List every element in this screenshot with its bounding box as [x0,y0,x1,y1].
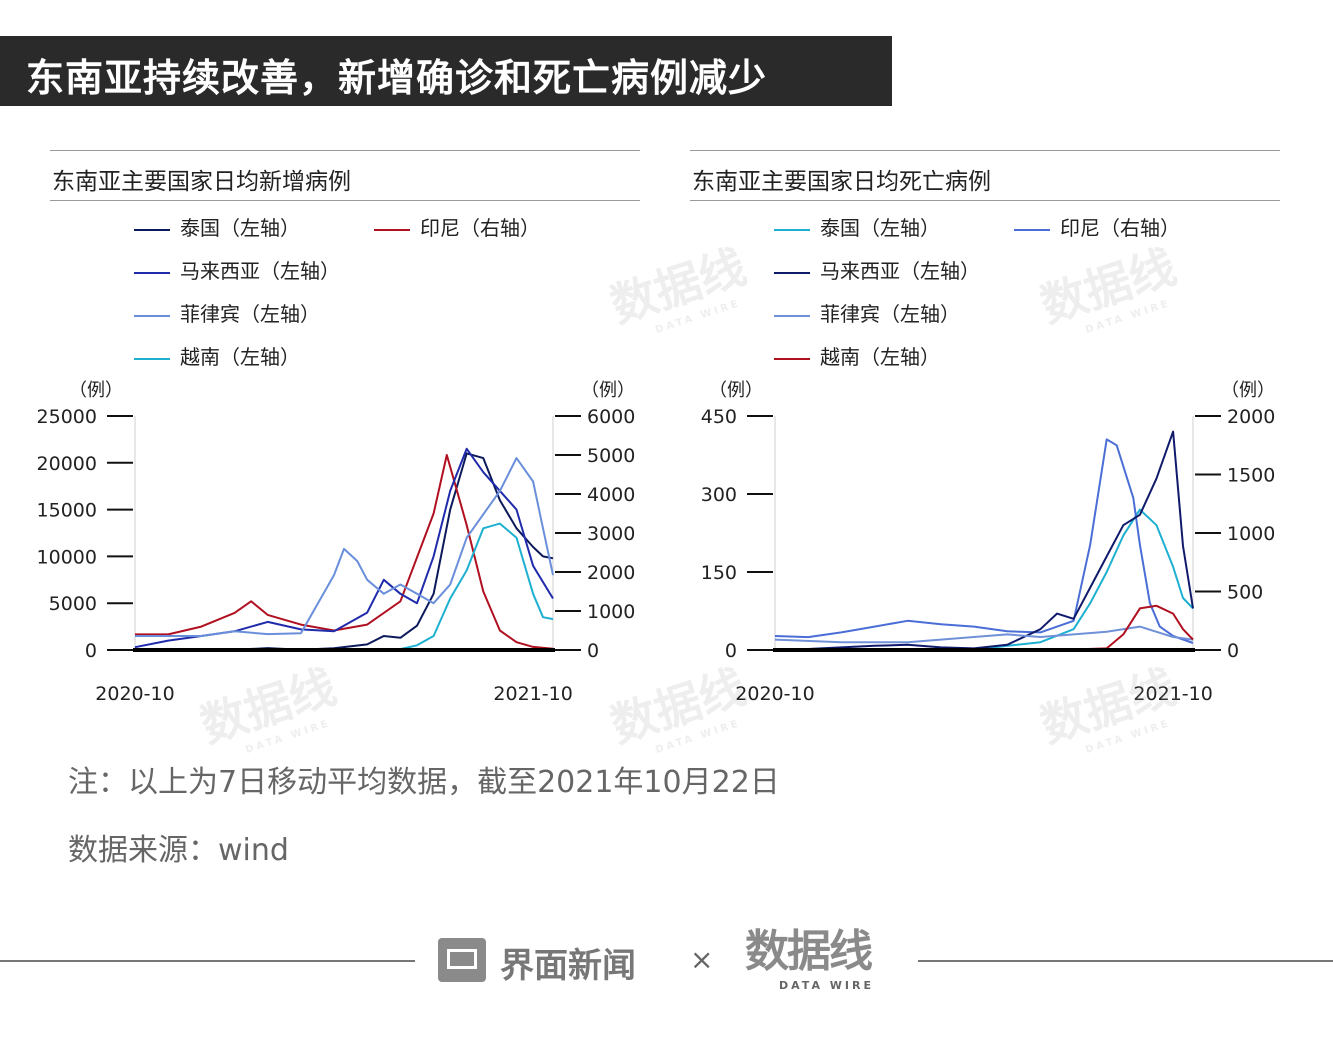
partner-subtitle: DATA WIRE [779,979,874,992]
panel-title-underline [690,200,1280,201]
footer-rule-right [918,960,1333,962]
series-line [134,522,554,651]
left-tick-label: 20000 [37,453,97,475]
chart-panel-deaths: 东南亚主要国家日均死亡病例 泰国（左轴） 印尼（右轴） 马来西亚（左轴） 菲律宾（左轴… [690,150,1282,710]
right-tick-label: 2000 [1227,406,1275,428]
chart-plot-new-cases: （例） （例） 0 5000 10000 15000 20000 25000 0 1000 2000… [37,380,636,705]
chart-plot-deaths: （例） （例） 0 150 300 450 0 500 1000 1500 2000 2020-10 2… [701,380,1276,705]
legend-entry: 泰国（左轴） [134,212,300,241]
chart-title: 东南亚主要国家日均死亡病例 [692,169,991,195]
left-tick-label: 10000 [37,546,97,568]
legend-label: 菲律宾（左轴） [820,302,960,326]
left-tick-label: 25000 [37,406,97,428]
legend-label: 印尼（右轴） [420,216,540,240]
partner-name: 数据线 [745,926,873,977]
title-bar: 东南亚持续改善，新增确诊和死亡病例减少 [0,36,892,106]
right-tick-label: 0 [587,640,599,662]
left-tick-label: 0 [725,640,737,662]
legend-label: 印尼（右轴） [1060,216,1180,240]
legend-entry: 菲律宾（左轴） [774,298,960,327]
legend-swatch [134,314,170,317]
legend-label: 泰国（左轴） [180,216,300,240]
legend-entry: 越南（左轴） [774,341,940,370]
right-tick-label: 0 [1227,640,1239,662]
legend-swatch [134,228,170,231]
legend-label: 越南（左轴） [820,345,940,369]
legend-swatch [774,357,810,360]
x-tick-label: 2020-10 [735,683,814,705]
series-line [774,430,1194,651]
right-tick-label: 1000 [587,601,635,623]
footnote: 注：以上为7日移动平均数据，截至2021年10月22日 [68,765,780,800]
series-line [135,454,554,650]
footer-rule-left [0,960,415,962]
right-axis-unit: （例） [581,380,635,401]
series-line [774,438,1194,644]
legend-entry: 马来西亚（左轴） [134,255,340,284]
brand-name: 界面新闻 [500,946,636,986]
legend-label: 菲律宾（左轴） [180,302,320,326]
left-axis-unit: （例） [69,380,123,401]
panel-title-underline [50,200,640,201]
right-tick-label: 1500 [1227,465,1275,487]
legend-swatch [134,357,170,360]
legend-label: 马来西亚（左轴） [820,259,980,283]
legend-entry: 马来西亚（左轴） [774,255,980,284]
right-tick-label: 6000 [587,406,635,428]
legend-swatch [374,228,410,231]
legend-swatch [774,228,810,231]
legend-swatch [134,271,170,274]
partner-logo: 数据线 DATA WIRE [745,915,874,992]
left-tick-label: 0 [85,640,97,662]
right-axis-unit: （例） [1221,380,1275,401]
right-tick-label: 1000 [1227,523,1275,545]
brand-icon [438,938,486,982]
legend-label: 泰国（左轴） [820,216,940,240]
data-source: 数据来源：wind [68,833,289,868]
series-line [774,625,1194,644]
page-title: 东南亚持续改善，新增确诊和死亡病例减少 [26,56,768,100]
legend-swatch [1014,228,1050,231]
legend-swatch [774,314,810,317]
right-tick-label: 500 [1227,582,1263,604]
x-tick-label: 2021-10 [1133,683,1212,705]
left-tick-label: 450 [701,406,737,428]
times-sign: × [690,943,714,976]
legend-label: 马来西亚（左轴） [180,259,340,283]
right-tick-label: 2000 [587,562,635,584]
left-tick-label: 300 [701,484,737,506]
left-tick-label: 5000 [49,593,97,615]
left-tick-label: 15000 [37,500,97,522]
chart-panel-new-cases: 东南亚主要国家日均新增病例 泰国（左轴） 印尼（右轴） 马来西亚（左轴） 菲律宾（左轴… [37,150,642,710]
chart-title: 东南亚主要国家日均新增病例 [52,169,351,195]
legend-entry: 印尼（右轴） [374,212,540,241]
left-tick-label: 150 [701,562,737,584]
series-line [135,457,554,637]
left-axis-unit: （例） [709,380,763,401]
legend-entry: 印尼（右轴） [1014,212,1180,241]
legend-entry: 菲律宾（左轴） [134,298,320,327]
right-tick-label: 4000 [587,484,635,506]
x-tick-label: 2021-10 [493,683,572,705]
x-tick-label: 2020-10 [95,683,174,705]
legend-swatch [774,271,810,274]
right-tick-label: 5000 [587,445,635,467]
panel-top-rule [690,150,1280,151]
panel-top-rule [50,150,640,151]
legend-label: 越南（左轴） [180,345,300,369]
legend-entry: 泰国（左轴） [774,212,940,241]
legend-entry: 越南（左轴） [134,341,300,370]
right-tick-label: 3000 [587,523,635,545]
